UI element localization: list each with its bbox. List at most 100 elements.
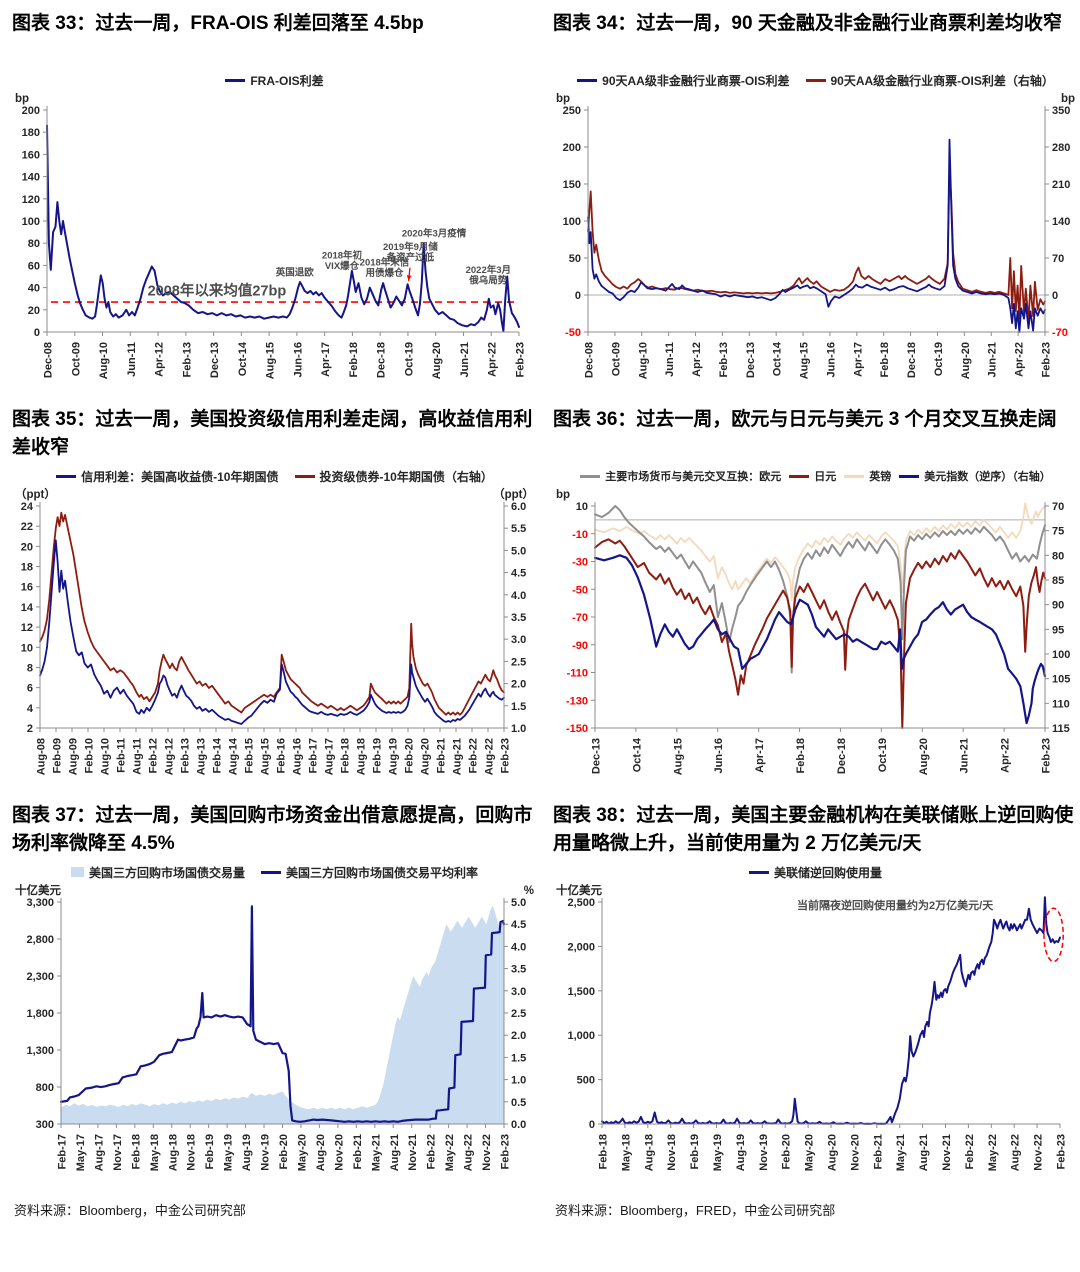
- figure-38-title: 图表 38：过去一周，美国主要金融机构在美联储账上逆回购使用量略微上升，当前使用…: [553, 805, 1074, 854]
- figure-37: 图表 37：过去一周，美国回购市场资金出借意愿提高，回购市场利率微降至 4.5%…: [12, 800, 537, 1192]
- legend-item: 主要市场货币与美元交叉互换：欧元: [580, 468, 781, 484]
- svg-text:2008年以来均值27bp: 2008年以来均值27bp: [148, 281, 287, 299]
- figure-33-legend: FRA-OIS利差: [12, 70, 537, 90]
- figure-35: 图表 35：过去一周，美国投资级信用利差走阔，高收益信用利差收窄 信用利差：美国…: [12, 404, 537, 796]
- svg-text:Oct-14: Oct-14: [237, 341, 249, 376]
- svg-text:May-19: May-19: [712, 1134, 724, 1171]
- svg-text:40: 40: [28, 283, 40, 295]
- svg-text:Nov-22: Nov-22: [481, 1134, 493, 1171]
- svg-text:Feb-22: Feb-22: [426, 1134, 438, 1169]
- svg-text:Aug-14: Aug-14: [228, 737, 240, 775]
- svg-text:Aug-16: Aug-16: [292, 738, 304, 775]
- legend-label: 90天AA级非金融行业商票-OIS利差: [602, 73, 790, 88]
- svg-text:0.5: 0.5: [511, 1097, 526, 1109]
- svg-text:-70: -70: [572, 612, 588, 624]
- svg-text:Aug-18: Aug-18: [167, 1134, 179, 1171]
- svg-text:250: 250: [563, 105, 581, 117]
- svg-text:Feb-21: Feb-21: [436, 738, 448, 773]
- svg-text:1,500: 1,500: [567, 986, 595, 998]
- svg-text:Feb-20: Feb-20: [278, 1134, 290, 1169]
- figure-33: 图表 33：过去一周，FRA-OIS 利差回落至 4.5bp FRA-OIS利差…: [12, 8, 537, 400]
- svg-text:Feb-19: Feb-19: [689, 1134, 701, 1169]
- svg-text:当前隔夜逆回购使用量约为2万亿美元/天: 当前隔夜逆回购使用量约为2万亿美元/天: [797, 898, 994, 912]
- svg-text:Feb-13: Feb-13: [718, 342, 730, 377]
- svg-text:Oct-19: Oct-19: [877, 738, 889, 772]
- svg-text:Aug-22: Aug-22: [463, 1134, 475, 1171]
- svg-text:140: 140: [1052, 216, 1070, 228]
- figure-35-title: 图表 35：过去一周，美国投资级信用利差走阔，高收益信用利差收窄: [12, 409, 533, 458]
- figure-36-title: 图表 36：过去一周，欧元与日元与美元 3 个月交叉互换走阔: [553, 409, 1057, 430]
- svg-text:6: 6: [27, 683, 33, 695]
- svg-text:5.0: 5.0: [511, 897, 526, 909]
- svg-text:0: 0: [1052, 290, 1058, 302]
- legend-label: 信用利差：美国高收益债-10年期国债: [81, 469, 279, 484]
- svg-text:Feb-18: Feb-18: [340, 738, 352, 773]
- svg-text:100: 100: [1052, 649, 1070, 661]
- svg-text:150: 150: [563, 179, 581, 191]
- svg-text:Jun-11: Jun-11: [126, 342, 138, 377]
- svg-text:Dec-08: Dec-08: [43, 342, 55, 378]
- svg-text:Feb-21: Feb-21: [872, 1134, 884, 1169]
- figure-34-legend: 90天AA级非金融行业商票-OIS利差 90天AA级金融行业商票-OIS利差（右轴…: [553, 70, 1078, 90]
- svg-text:May-20: May-20: [296, 1134, 308, 1171]
- svg-text:Jun-16: Jun-16: [825, 342, 837, 377]
- figure-37-plot: 300 800 1,300 1,800 2,300 2,800 3,300 0.0 0.5 1.0…: [15, 883, 534, 1171]
- svg-text:1.5: 1.5: [511, 701, 526, 713]
- svg-text:1.5: 1.5: [511, 1052, 526, 1064]
- svg-text:70: 70: [1052, 253, 1064, 265]
- svg-text:2.5: 2.5: [511, 656, 526, 668]
- svg-text:Aug-21: Aug-21: [452, 738, 464, 775]
- figure-35-plot: 246810121416182022241.01.52.02.53.03.54.…: [15, 487, 534, 775]
- svg-text:80: 80: [1052, 550, 1064, 562]
- legend-line-sample: [580, 474, 601, 478]
- svg-text:Apr-12: Apr-12: [691, 342, 703, 377]
- svg-text:Oct-14: Oct-14: [631, 737, 643, 772]
- svg-text:Aug-10: Aug-10: [637, 342, 649, 379]
- svg-text:120: 120: [22, 194, 40, 206]
- svg-text:22: 22: [21, 521, 33, 533]
- svg-text:500: 500: [577, 1075, 595, 1087]
- svg-text:3.0: 3.0: [511, 634, 526, 646]
- svg-text:0: 0: [589, 1119, 595, 1131]
- svg-text:4.5: 4.5: [511, 568, 526, 580]
- svg-text:-130: -130: [566, 695, 588, 707]
- svg-text:85: 85: [1052, 575, 1064, 587]
- svg-text:4.0: 4.0: [511, 941, 526, 953]
- svg-text:Feb-11: Feb-11: [116, 738, 128, 773]
- svg-text:Feb-23: Feb-23: [1041, 738, 1053, 773]
- svg-text:2018年末信用债爆仓: 2018年末信用债爆仓: [360, 256, 410, 279]
- figure-33-title: 图表 33：过去一周，FRA-OIS 利差回落至 4.5bp: [12, 13, 424, 34]
- svg-text:Aug-08: Aug-08: [36, 738, 48, 775]
- svg-text:90: 90: [1052, 600, 1064, 612]
- figure-36-plot: 10 -10 -30 -50 -70 -90 -110 -130 -150 70 75 80 85 90 9…: [556, 489, 1070, 775]
- svg-text:Apr-17: Apr-17: [852, 342, 864, 377]
- svg-text:100: 100: [22, 216, 40, 228]
- legend-line-sample: [805, 78, 826, 82]
- svg-text:2.5: 2.5: [511, 1008, 526, 1020]
- svg-text:2.0: 2.0: [511, 679, 526, 691]
- svg-text:Aug-21: Aug-21: [918, 1134, 930, 1171]
- svg-text:Aug-19: Aug-19: [241, 1134, 253, 1171]
- svg-text:Feb-23: Feb-23: [500, 738, 512, 773]
- legend-item: 90天AA级非金融行业商票-OIS利差: [577, 72, 790, 89]
- svg-text:800: 800: [36, 1082, 54, 1094]
- svg-text:-30: -30: [572, 557, 588, 569]
- legend-line-sample: [844, 474, 865, 478]
- svg-text:Feb-21: Feb-21: [352, 1134, 364, 1169]
- svg-text:Nov-17: Nov-17: [112, 1134, 124, 1171]
- svg-text:20: 20: [21, 541, 33, 553]
- svg-text:Aug-21: Aug-21: [389, 1134, 401, 1171]
- svg-text:Feb-23: Feb-23: [1056, 1134, 1068, 1169]
- figure-36: 图表 36：过去一周，欧元与日元与美元 3 个月交叉互换走阔 主要市场货币与美元…: [553, 404, 1078, 796]
- legend-item: 信用利差：美国高收益债-10年期国债: [56, 468, 279, 485]
- figure-38-legend: 美联储逆回购使用量: [553, 862, 1078, 882]
- svg-text:Aug-20: Aug-20: [960, 342, 972, 379]
- source-note-right: 资料来源：Bloomberg，FRED，中金公司研究部: [555, 1203, 836, 1218]
- svg-text:1.0: 1.0: [511, 1075, 526, 1087]
- svg-text:Feb-09: Feb-09: [52, 738, 64, 773]
- svg-text:2022年3月俄乌局势: 2022年3月俄乌局势: [466, 264, 511, 287]
- figure-33-plot: 0 20 40 60 80 100 120 140 160 180 200 Dec-08 Oct-09 A…: [15, 93, 527, 379]
- svg-text:80: 80: [28, 238, 40, 250]
- svg-text:75: 75: [1052, 526, 1064, 538]
- svg-text:May-18: May-18: [620, 1134, 632, 1171]
